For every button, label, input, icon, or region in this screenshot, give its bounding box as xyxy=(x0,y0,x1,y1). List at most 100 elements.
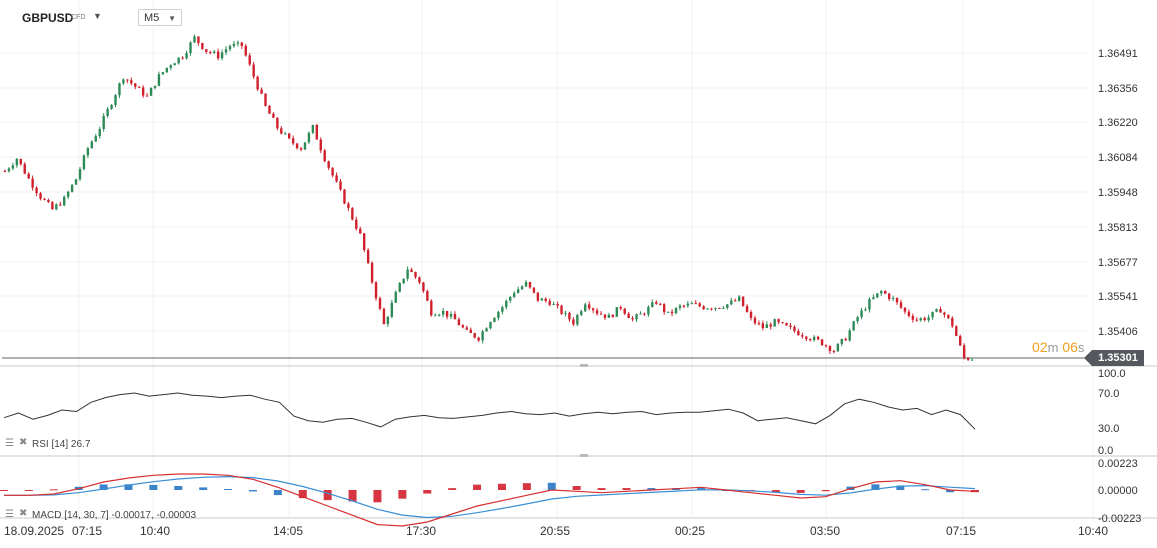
candle-up xyxy=(880,291,883,294)
candle-up xyxy=(860,310,863,318)
candle-up xyxy=(773,319,776,327)
candle-up xyxy=(765,324,769,329)
candle-down xyxy=(240,42,244,46)
candle-up xyxy=(303,142,307,150)
candle-down xyxy=(659,303,662,305)
candle-down xyxy=(623,308,626,314)
candle-down xyxy=(19,158,22,165)
candle-up xyxy=(848,330,851,341)
candle-down xyxy=(418,277,421,283)
candle-up xyxy=(927,317,930,321)
time-axis-tick: 10:40 xyxy=(1078,524,1108,538)
candle-up xyxy=(856,317,859,322)
candle-down xyxy=(23,164,26,174)
candle-up xyxy=(580,311,583,315)
candle-down xyxy=(134,83,137,87)
candle-down xyxy=(343,189,346,204)
candle-down xyxy=(753,317,757,324)
chevron-down-icon: ▼ xyxy=(168,14,176,23)
candle-down xyxy=(461,325,465,328)
candle-up xyxy=(173,63,176,66)
candle-down xyxy=(793,326,796,332)
time-axis-tick: 03:50 xyxy=(810,524,840,538)
candle-down xyxy=(682,305,686,307)
time-axis-tick: 00:25 xyxy=(675,524,705,538)
candle-up xyxy=(193,36,196,43)
candle-up xyxy=(153,85,157,88)
rsi-line xyxy=(3,392,976,430)
candle-down xyxy=(359,228,362,234)
timeframe-select[interactable]: M5 ▼ xyxy=(138,9,182,26)
candle-down xyxy=(777,319,780,323)
candle-down xyxy=(138,86,141,88)
candle-up xyxy=(852,321,855,331)
macd-histogram-bar xyxy=(373,490,382,503)
macd-histogram-bar xyxy=(771,490,780,493)
candle-up xyxy=(840,338,843,344)
symbol-name[interactable]: GBPUSD xyxy=(22,11,74,25)
macd-histogram-bar xyxy=(572,486,581,490)
candle-down xyxy=(410,269,413,273)
candle-up xyxy=(161,72,165,75)
menu-icon[interactable]: ☰ xyxy=(5,509,14,520)
candle-up xyxy=(189,42,192,53)
candle-up xyxy=(516,289,520,294)
candle-down xyxy=(548,300,551,305)
candle-down xyxy=(781,322,784,324)
candle-up xyxy=(647,306,650,315)
candle-up xyxy=(386,316,390,325)
macd-histogram-bar xyxy=(348,490,357,502)
candle-down xyxy=(31,178,34,188)
macd-histogram-bar xyxy=(398,490,407,499)
candle-down xyxy=(643,313,646,315)
candle-down xyxy=(256,76,259,90)
candle-up xyxy=(114,95,117,105)
price-axis-tick: 1.35541 xyxy=(1098,291,1138,303)
candle-up xyxy=(706,308,709,310)
candle-up xyxy=(110,104,113,109)
candle-down xyxy=(962,345,966,358)
macd-histogram-bar xyxy=(448,488,457,490)
candle-up xyxy=(63,196,66,206)
rsi-axis-tick: 100.0 xyxy=(1098,368,1126,380)
candle-down xyxy=(959,336,962,346)
close-icon[interactable]: ✖ xyxy=(19,437,28,448)
candle-up xyxy=(524,282,528,287)
candle-down xyxy=(820,339,824,346)
symbol-type-badge: CFD xyxy=(71,14,86,21)
candle-down xyxy=(694,303,697,305)
candle-up xyxy=(836,343,840,352)
candle-up xyxy=(931,311,934,318)
macd-axis-tick: -0.00223 xyxy=(1098,513,1141,525)
close-icon[interactable]: ✖ xyxy=(19,508,28,519)
candle-up xyxy=(872,297,875,300)
candle-down xyxy=(145,95,149,97)
candle-down xyxy=(453,313,457,320)
candle-up xyxy=(398,283,401,292)
candle-up xyxy=(730,300,733,305)
candle-up xyxy=(864,309,867,311)
macd-histogram-bar xyxy=(647,488,656,490)
candle-up xyxy=(390,302,394,317)
candle-down xyxy=(591,308,595,311)
countdown-minutes: 02 xyxy=(1032,339,1048,355)
candle-up xyxy=(232,43,236,47)
candle-down xyxy=(801,335,804,337)
candle-up xyxy=(485,328,488,332)
time-axis-tick: 17:30 xyxy=(406,524,436,538)
menu-icon[interactable]: ☰ xyxy=(5,438,14,449)
price-axis-tick: 1.36491 xyxy=(1098,48,1138,60)
candle-down xyxy=(734,300,737,302)
candle-down xyxy=(698,303,701,307)
macd-line xyxy=(4,473,976,527)
candle-down xyxy=(749,312,753,318)
macd-histogram-bar xyxy=(921,489,930,491)
macd-histogram-bar xyxy=(821,490,830,492)
candle-up xyxy=(970,359,974,361)
candle-up xyxy=(185,52,188,59)
candle-down xyxy=(130,80,133,84)
candle-down xyxy=(465,327,469,330)
symbol-dropdown-icon[interactable]: ▼ xyxy=(93,11,102,21)
